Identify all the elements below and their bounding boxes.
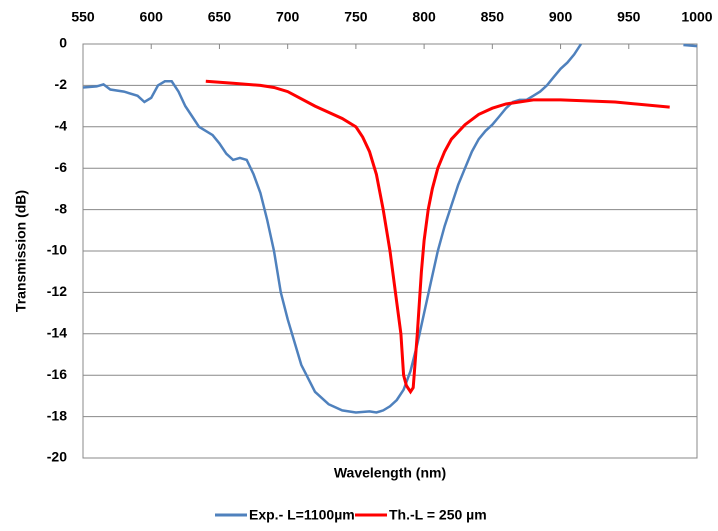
x-tick-label: 800 — [412, 9, 436, 25]
y-tick-label: -20 — [47, 449, 67, 465]
x-tick-label: 650 — [208, 9, 232, 25]
series-line — [82, 43, 698, 414]
y-tick-label: -10 — [47, 242, 67, 258]
y-tick-label: -4 — [55, 118, 68, 134]
y-tick-label: -18 — [47, 407, 67, 423]
y-tick-label: -6 — [55, 159, 68, 175]
y-axis-label: Transmission (dB) — [13, 190, 29, 312]
y-tick-label: -8 — [55, 200, 68, 216]
legend-label: Exp.- L=1100µm — [249, 507, 355, 523]
x-tick-label: 850 — [481, 9, 505, 25]
series-line — [205, 79, 670, 395]
x-tick-label: 700 — [276, 9, 300, 25]
x-tick-label: 900 — [549, 9, 573, 25]
x-tick-label: 600 — [140, 9, 164, 25]
legend-label: Th.-L = 250 µm — [389, 507, 487, 523]
x-tick-label: 750 — [344, 9, 368, 25]
y-tick-label: -12 — [47, 283, 67, 299]
x-axis-label: Wavelength (nm) — [334, 465, 446, 481]
x-tick-label: 1000 — [681, 9, 712, 25]
y-tick-label: -16 — [47, 366, 67, 382]
x-tick-label: 950 — [617, 9, 641, 25]
y-tick-label: -14 — [47, 325, 67, 341]
y-tick-label: -2 — [55, 76, 68, 92]
x-tick-label: 550 — [71, 9, 95, 25]
y-tick-label: 0 — [59, 35, 67, 51]
